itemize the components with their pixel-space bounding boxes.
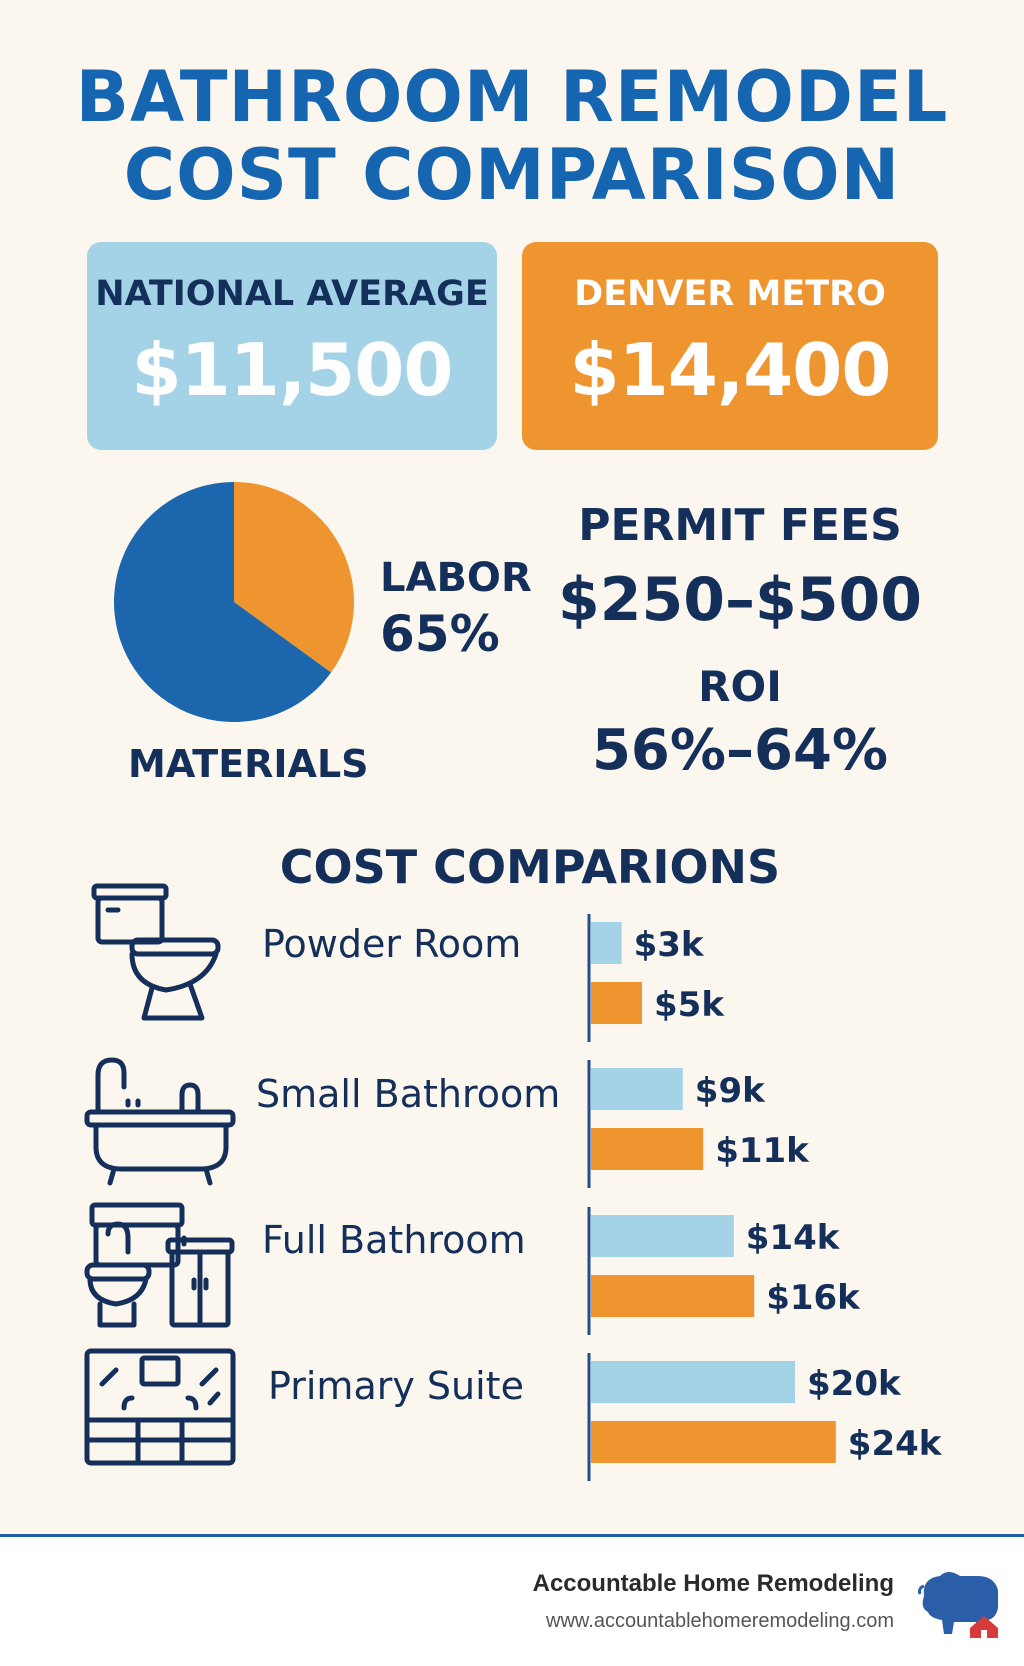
bathtub-icon: [84, 1057, 236, 1186]
title-line-2: COST COMPARISON: [123, 134, 901, 216]
permit-fees-value: $250–$500: [558, 565, 922, 635]
buffalo-house-logo: [918, 1572, 998, 1638]
brand-url[interactable]: www.accountablehomeremodeling.com: [546, 1610, 894, 1632]
national-average-label: NATIONAL AVERAGE: [95, 274, 489, 314]
bar-value-label: $11k: [715, 1131, 810, 1171]
pie-slice-labor: [114, 482, 332, 722]
bar-value-label: $24k: [848, 1424, 943, 1464]
national-average-card: NATIONAL AVERAGE $11,500: [87, 242, 497, 450]
suite-icon: [84, 1348, 236, 1466]
bar-denver-1: [591, 1128, 704, 1170]
denver-metro-label: DENVER METRO: [574, 274, 886, 314]
bar-denver-2: [591, 1275, 755, 1317]
category-label-primary-suite: Primary Suite: [268, 1364, 524, 1408]
pie-slice-materials: [234, 482, 354, 673]
brand-name: Accountable Home Remodeling: [532, 1570, 894, 1597]
denver-metro-value: $14,400: [569, 328, 892, 412]
bar-national-0: [591, 922, 622, 964]
bar-national-3: [591, 1361, 795, 1403]
bar-denver-3: [591, 1421, 836, 1463]
bar-value-label: $3k: [634, 925, 705, 965]
bar-value-label: $5k: [654, 985, 725, 1025]
bar-value-label: $9k: [695, 1071, 766, 1111]
bar-value-label: $16k: [766, 1278, 861, 1318]
footer: [0, 1537, 1024, 1666]
category-label-small-bathroom: Small Bathroom: [256, 1072, 561, 1116]
title-line-1: BATHROOM REMODEL: [75, 56, 949, 138]
toilet-icon: [91, 883, 221, 1021]
national-average-value: $11,500: [131, 328, 454, 412]
footer-divider: [0, 1534, 1024, 1537]
roi-value: 56%–64%: [591, 718, 889, 783]
category-label-full-bathroom: Full Bathroom: [262, 1218, 526, 1262]
toilet-vanity-icon: [84, 1202, 235, 1328]
permit-fees-label: PERMIT FEES: [578, 500, 902, 551]
cost-comparison-heading: COST COMPARIONS: [279, 840, 781, 894]
bar-value-label: $14k: [746, 1218, 841, 1258]
bar-national-1: [591, 1068, 683, 1110]
labor-materials-pie-chart: [114, 482, 354, 722]
bar-national-2: [591, 1215, 734, 1257]
category-label-powder-room: Powder Room: [262, 922, 522, 966]
bar-denver-0: [591, 982, 642, 1024]
denver-metro-card: DENVER METRO $14,400: [522, 242, 938, 450]
roi-label: ROI: [698, 662, 782, 711]
bar-value-label: $20k: [807, 1364, 902, 1404]
labor-label: LABOR: [380, 555, 532, 601]
materials-label: MATERIALS: [128, 742, 369, 786]
labor-value: 65%: [380, 605, 500, 663]
page-title: BATHROOM REMODEL COST COMPARISON: [0, 58, 1024, 214]
